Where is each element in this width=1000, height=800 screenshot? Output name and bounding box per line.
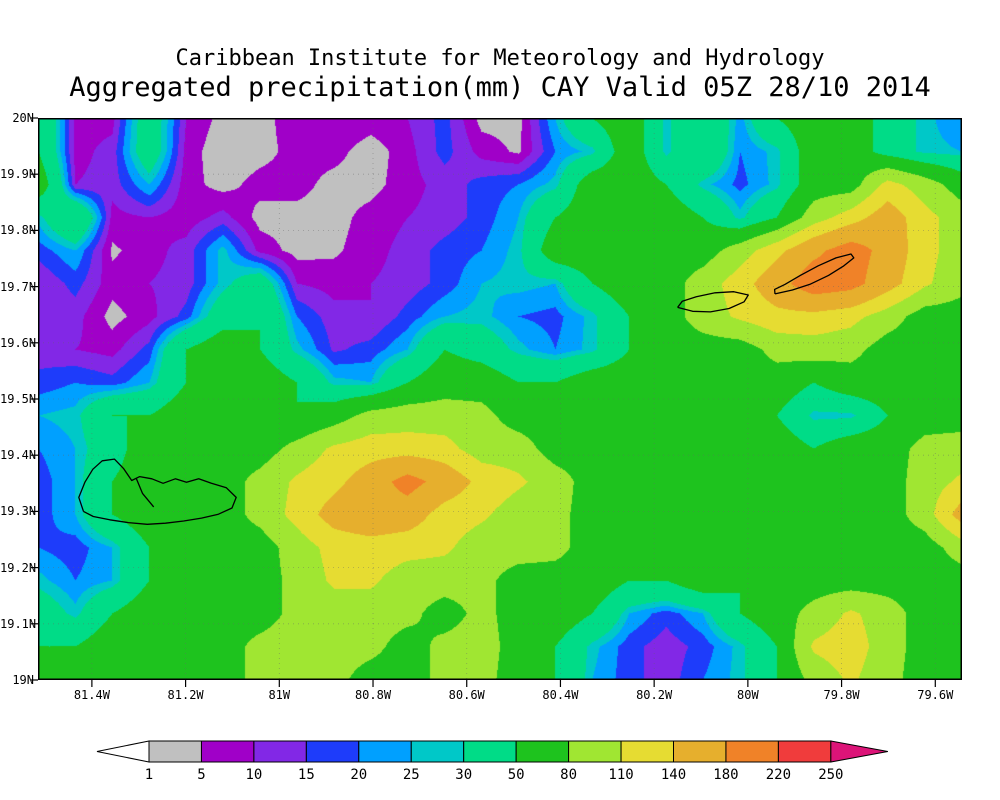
colorbar-segment — [620, 740, 674, 763]
colorbar-tick-label: 20 — [350, 767, 367, 783]
colorbar-segment — [463, 740, 517, 763]
colorbar-segment — [358, 740, 412, 763]
lat-tick-label: 19.2N — [0, 560, 37, 575]
map-frame — [38, 118, 962, 680]
lon-tick-label: 80.2W — [636, 688, 673, 702]
lat-tick-label: 19N — [12, 673, 34, 687]
colorbar-segment — [148, 740, 202, 763]
lon-tick-label: 81.2W — [167, 688, 204, 702]
colorbar-segment — [200, 740, 255, 763]
colorbar-segment — [725, 740, 779, 763]
lat-tick-label: 20N — [12, 111, 34, 125]
colorbar-tick-label: 15 — [298, 767, 315, 783]
colorbar-tick-label: 80 — [560, 767, 577, 783]
colorbar-tick-label: 180 — [713, 767, 738, 783]
lat-tick-label: 19.5N — [0, 392, 37, 406]
lon-tick-label: 80.6W — [448, 688, 485, 702]
lon-tick-label: 80.4W — [542, 688, 579, 702]
island-outline-little-cayman — [677, 291, 749, 313]
colorbar-segment — [410, 740, 465, 763]
colorbar-segment — [515, 740, 570, 763]
lon-tick-label: 79.8W — [823, 688, 860, 702]
colorbar-segment — [253, 740, 307, 763]
colorbar-under-arrow — [96, 740, 150, 763]
colorbar-tick-label: 25 — [403, 767, 420, 783]
colorbar-segment — [568, 740, 622, 763]
lon-tick-label: 81.4W — [73, 688, 110, 702]
lon-tick-label: 80W — [737, 688, 759, 702]
lat-tick-label: 19.6N — [0, 335, 37, 350]
precipitation-colorbar: 1 5 10 15 20 25 30 50 80 110 140 180 220 250 — [96, 740, 888, 783]
colorbar-segment — [777, 740, 832, 763]
colorbar-tick-label: 250 — [818, 767, 843, 783]
lat-tick-label: 19.7N — [0, 279, 37, 294]
lat-tick-label: 19.9N — [0, 167, 37, 182]
lon-tick-label: 81W — [268, 688, 291, 702]
island-outline-grand-cayman — [78, 458, 237, 525]
colorbar-over-arrow — [830, 740, 888, 763]
colorbar-tick-label: 50 — [508, 767, 525, 783]
colorbar-tick-label: 30 — [455, 767, 472, 783]
colorbar-tick-label: 140 — [661, 767, 686, 783]
lat-tick-label: 19.8N — [0, 223, 37, 238]
map-plot-area — [31, 117, 962, 687]
map-title-product: Aggregated precipitation(mm) CAY Valid 0… — [69, 72, 931, 103]
lat-tick-label: 19.1N — [0, 616, 37, 631]
colorbar-segment — [673, 740, 727, 763]
colorbar-tick-label: 110 — [608, 767, 633, 783]
island-outline-cayman-brac — [773, 253, 855, 295]
colorbar-tick-label: 220 — [766, 767, 791, 783]
lat-tick-label: 19.3N — [0, 504, 37, 519]
lat-tick-label: 19.4N — [0, 448, 37, 463]
map-title-institution: Caribbean Institute for Meteorology and … — [175, 46, 825, 71]
map-overlay-graticule-and-coastlines — [31, 117, 962, 687]
island-outline-grand-cayman-interior — [135, 478, 155, 508]
lon-tick-label: 80.8W — [354, 688, 392, 702]
colorbar-tick-label: 1 — [145, 767, 153, 783]
lon-tick-label: 79.6W — [917, 688, 954, 702]
colorbar-segment — [305, 740, 360, 763]
colorbar-tick-label: 10 — [245, 767, 262, 783]
colorbar-tick-label: 5 — [197, 767, 205, 783]
